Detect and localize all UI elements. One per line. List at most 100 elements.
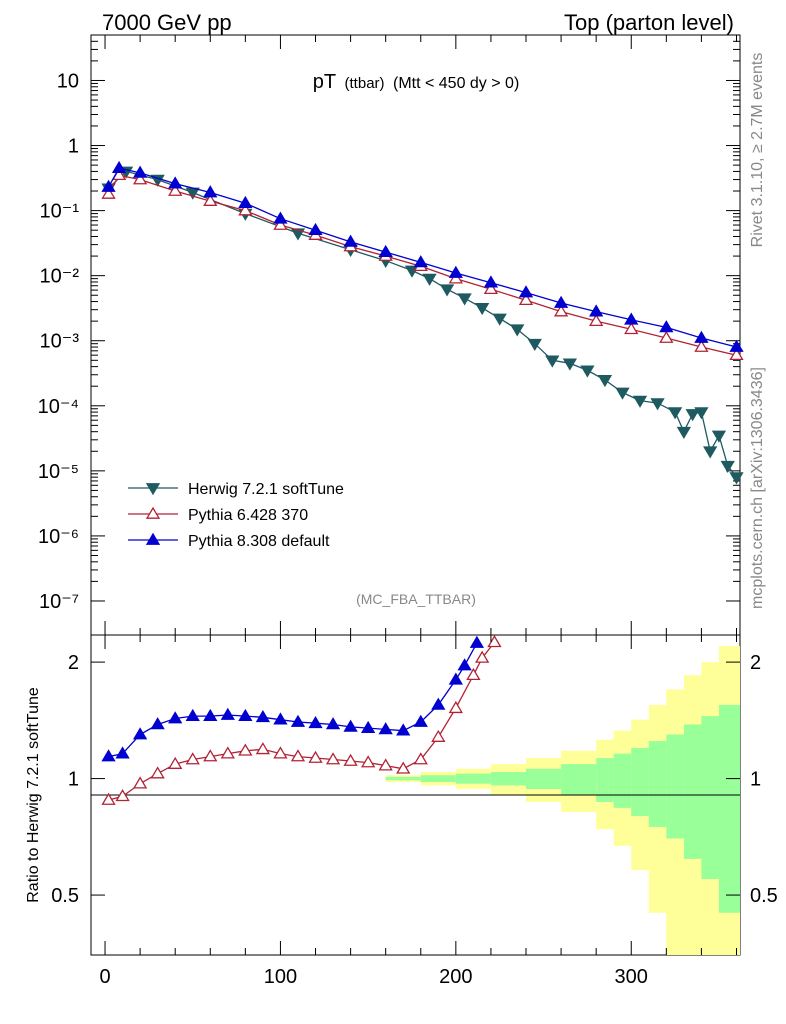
main-y-tick-label: 10⁻⁴ — [38, 396, 79, 418]
data-point — [703, 446, 718, 459]
main-y-tick-label: 1 — [68, 136, 79, 158]
data-point — [729, 347, 744, 361]
main-panel: pT (ttbar) (Mtt < 450 dy > 0) (MC_FBA_TT… — [38, 34, 744, 636]
data-point — [273, 211, 288, 224]
header-left: 7000 GeV pp — [102, 10, 232, 35]
ratio-point — [487, 635, 502, 648]
ratio-point — [413, 752, 428, 765]
data-point — [615, 387, 630, 400]
band-inner — [490, 771, 527, 786]
data-point — [597, 375, 613, 388]
ratio-point — [475, 650, 490, 663]
series-0 — [101, 166, 744, 485]
data-point — [624, 321, 639, 335]
ratio-y-tick-label: 0.5 — [51, 885, 79, 907]
ratio-series-0 — [101, 635, 502, 805]
ratio-point — [255, 742, 271, 755]
data-point — [685, 409, 700, 422]
main-y-ticks: 10 1 10⁻¹ 10⁻² 10⁻³ 10⁻⁴ 10⁻⁵ 10⁻⁶ 10⁻⁷ — [38, 35, 740, 635]
ratio-series-1 — [101, 635, 485, 762]
ratio-point — [203, 749, 218, 762]
data-point — [510, 324, 525, 337]
ratio-point — [325, 717, 341, 730]
ratio-point — [431, 697, 446, 710]
ratio-point — [378, 758, 393, 771]
ratio-point — [273, 746, 288, 759]
ratio-point — [413, 714, 428, 727]
data-point — [111, 160, 127, 173]
data-point — [273, 217, 288, 230]
data-point — [659, 330, 674, 343]
legend-marker — [145, 532, 161, 545]
data-point — [624, 312, 639, 325]
band-inner — [718, 704, 740, 913]
data-point — [475, 303, 490, 316]
ratio-point — [238, 743, 253, 756]
ratio-point — [378, 722, 393, 735]
header-right: Top (parton level) — [564, 10, 734, 35]
data-point — [659, 320, 674, 333]
band-inner — [561, 764, 597, 795]
data-point — [422, 273, 437, 286]
data-point — [378, 244, 393, 257]
ratio-point — [168, 711, 183, 724]
data-point — [483, 275, 499, 288]
main-y-tick-label: 10⁻³ — [40, 331, 80, 353]
legend-label: Pythia 6.428 370 — [188, 507, 308, 524]
ratio-panel: 0.5 0.5 1 1 2 2 0 100 200 300 Ratio to Herwig 7.2… — [25, 634, 778, 988]
data-point — [580, 365, 595, 378]
data-point — [553, 304, 569, 317]
ratio-point — [290, 749, 306, 762]
data-point — [589, 313, 604, 326]
data-point — [518, 292, 534, 306]
data-point — [711, 430, 727, 443]
ratio-point — [132, 776, 148, 789]
data-point — [650, 398, 665, 411]
ratio-point — [290, 714, 306, 727]
ratio-point — [343, 719, 358, 732]
ratio-point — [308, 715, 323, 729]
series-line — [107, 174, 737, 356]
legend-marker — [145, 506, 161, 519]
ratio-y-tick-label: 1 — [68, 769, 79, 791]
main-title-cut: (Mtt < 450 dy > 0) — [393, 75, 519, 92]
data-point — [729, 339, 744, 352]
ratio-y-tick-label: 2 — [68, 652, 79, 674]
legend-label: Pythia 8.308 default — [188, 533, 330, 550]
data-point — [492, 313, 507, 326]
ratio-point — [132, 727, 148, 740]
ratio-series — [101, 635, 502, 805]
data-point — [168, 183, 183, 196]
analysis-watermark: (MC_FBA_TTBAR) — [356, 591, 476, 607]
main-y-tick-label: 10⁻⁷ — [39, 591, 79, 613]
data-point — [238, 195, 253, 209]
mcplots-label: mcplots.cern.ch [arXiv:1306.3436] — [749, 367, 766, 609]
data-point — [694, 339, 709, 352]
ratio-line — [108, 642, 478, 758]
ratio-point — [448, 700, 463, 714]
data-point — [632, 395, 648, 408]
ratio-point — [466, 667, 481, 681]
main-title-pt: pT — [313, 71, 336, 93]
ratio-point — [101, 749, 116, 762]
data-point — [203, 185, 218, 198]
band-inner — [455, 773, 491, 784]
ratio-point — [308, 750, 323, 763]
ratio-point — [150, 717, 165, 730]
data-point — [483, 281, 499, 295]
ratio-point — [396, 761, 411, 774]
data-point — [101, 179, 116, 192]
data-point — [553, 295, 569, 308]
series-2 — [101, 160, 744, 352]
main-y-tick-label: 10⁻⁶ — [38, 526, 79, 548]
main-y-tick-label: 10⁻⁵ — [38, 461, 79, 483]
data-point — [101, 186, 116, 199]
series-line — [108, 170, 738, 478]
main-y-tick-label: 10 — [57, 70, 79, 92]
ratio-point — [220, 707, 235, 720]
ratio-y-tick-label-right: 1 — [750, 769, 761, 791]
ratio-point — [150, 766, 165, 779]
band-inner — [526, 768, 562, 789]
ratio-point — [185, 708, 200, 721]
